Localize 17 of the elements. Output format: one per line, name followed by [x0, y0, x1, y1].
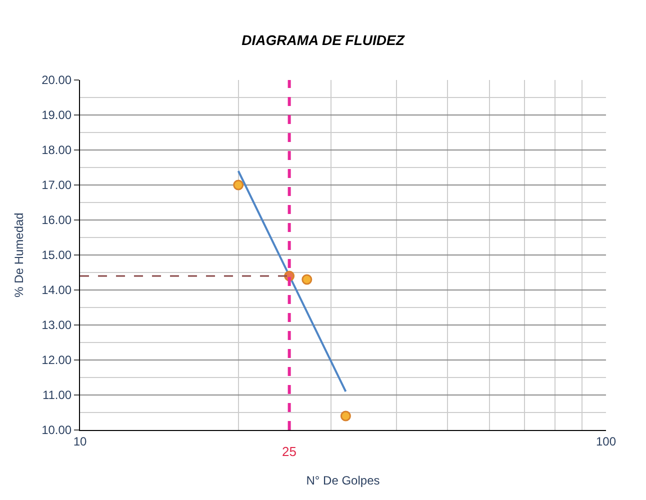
- y-tick-label: 15.00: [42, 248, 72, 262]
- y-tick-label: 19.00: [42, 108, 72, 122]
- y-tick-label: 20.00: [42, 73, 72, 88]
- y-axis-title: % De Humedad: [12, 212, 26, 298]
- y-tick-label: 14.00: [42, 283, 72, 298]
- x-tick-label: 10: [73, 434, 87, 448]
- x-tick-label: 100: [596, 434, 616, 448]
- chart-title: DIAGRAMA DE FLUIDEZ: [242, 32, 405, 48]
- y-tick-label: 16.00: [42, 213, 72, 228]
- y-tick-label: 12.00: [42, 353, 72, 368]
- y-tick-label: 11.00: [42, 388, 72, 402]
- x-axis-title: N° De Golpes: [306, 473, 380, 488]
- y-tick-label: 13.00: [42, 318, 72, 332]
- y-tick-label: 18.00: [42, 143, 72, 158]
- ref-line-label: 25: [282, 444, 296, 459]
- y-tick-label: 10.00: [42, 423, 72, 438]
- y-tick-label: 17.00: [42, 178, 72, 192]
